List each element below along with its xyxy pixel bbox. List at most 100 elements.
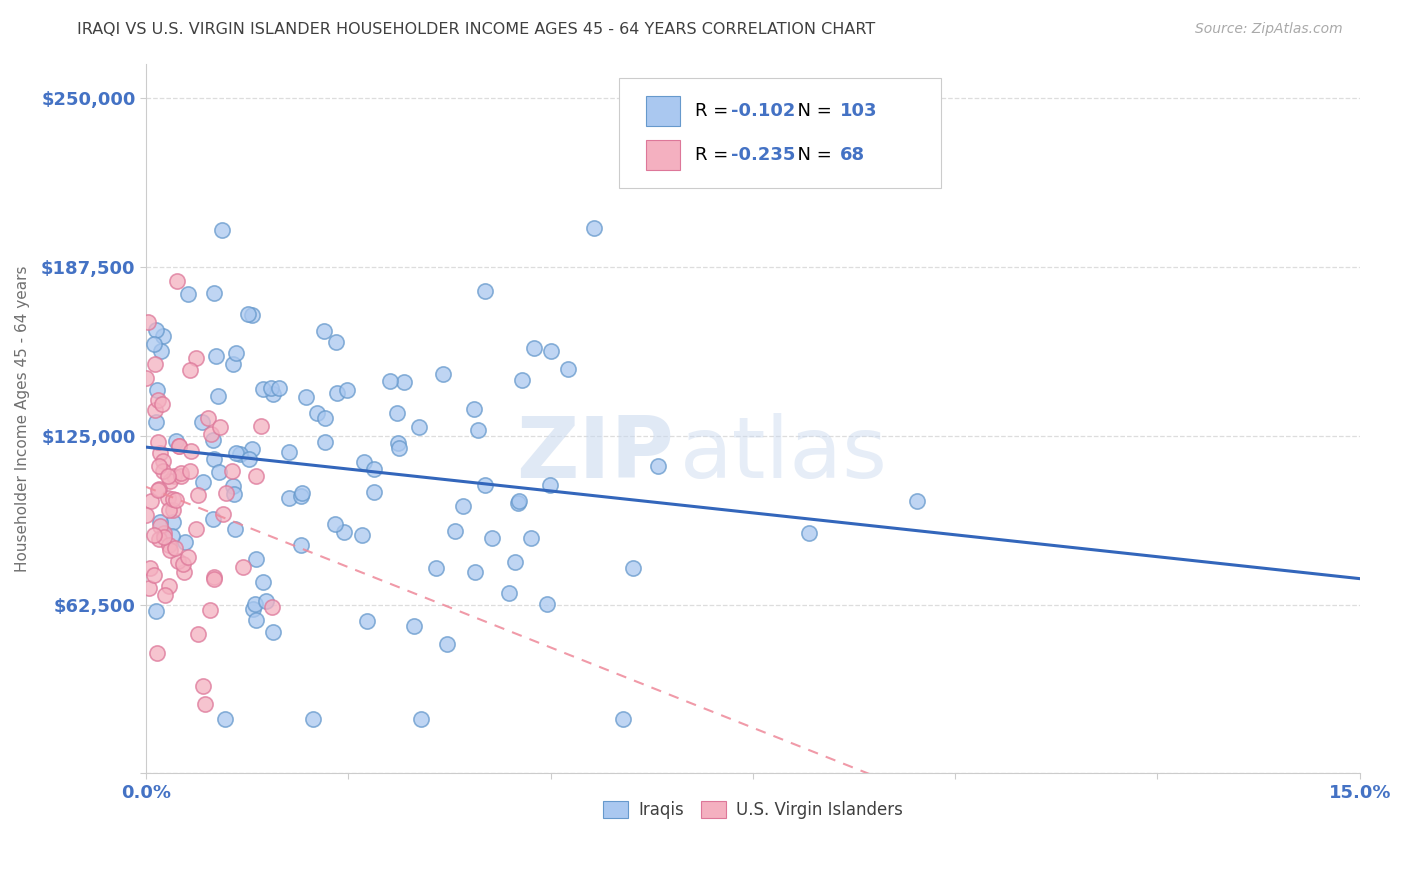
Text: Source: ZipAtlas.com: Source: ZipAtlas.com [1195,22,1343,37]
Point [149,518,172,533]
Point [145,415,167,429]
Point [179,362,201,376]
Point [363,462,385,476]
Point [464,565,486,579]
Point [647,458,669,473]
Point [314,410,336,425]
Point [162,469,184,483]
FancyBboxPatch shape [620,78,941,188]
Point [262,600,284,615]
Point [145,604,167,618]
Point [208,419,231,434]
Point [187,626,209,640]
Point [385,406,408,420]
Y-axis label: Householder Income Ages 45 - 64 years: Householder Income Ages 45 - 64 years [15,266,30,572]
Text: atlas: atlas [681,413,889,496]
Point [538,478,561,492]
Text: IRAQI VS U.S. VIRGIN ISLANDER HOUSEHOLDER INCOME AGES 45 - 64 YEARS CORRELATION : IRAQI VS U.S. VIRGIN ISLANDER HOUSEHOLDE… [77,22,876,37]
Point [180,443,202,458]
Point [295,391,318,405]
Point [136,315,159,329]
Point [172,558,194,572]
Point [200,603,222,617]
Point [211,223,233,237]
Point [207,465,229,479]
Point [159,475,181,489]
Point [278,491,301,505]
Bar [647,140,681,170]
Point [179,465,201,479]
Point [240,442,263,457]
Point [150,397,173,411]
Point [170,466,193,480]
Point [163,541,186,556]
Point [191,679,214,693]
Point [148,532,170,546]
Point [157,538,180,552]
Point [333,524,356,539]
Point [197,410,219,425]
Point [200,426,222,441]
Text: R =: R = [695,146,734,164]
Point [325,334,347,349]
Text: 103: 103 [841,103,877,120]
Point [498,586,520,600]
Point [166,554,188,568]
Point [222,479,245,493]
Point [520,532,543,546]
Point [481,532,503,546]
Point [169,439,191,453]
Point [238,452,260,467]
Point [302,712,325,726]
Point [156,491,179,506]
Point [170,468,193,483]
Point [291,485,314,500]
Point [207,389,229,403]
Point [290,489,312,503]
Point [583,220,606,235]
Point [202,286,225,301]
Point [186,351,208,365]
Point [135,371,157,385]
Text: -0.235: -0.235 [731,146,796,164]
Point [222,487,245,501]
Point [252,575,274,590]
Point [157,469,180,483]
Point [221,464,243,478]
Point [229,447,252,461]
Point [510,373,533,387]
Text: -0.102: -0.102 [731,103,796,120]
Point [184,523,207,537]
Point [145,323,167,337]
Point [474,285,496,299]
Point [215,486,238,500]
Point [254,594,277,608]
Point [148,458,170,473]
Point [262,387,284,401]
Point [236,306,259,320]
Point [612,712,634,726]
Point [212,507,235,521]
Point [508,493,530,508]
Point [143,357,166,371]
Point [152,454,174,468]
Point [153,588,176,602]
Point [474,478,496,492]
Point [162,515,184,529]
Point [378,374,401,388]
Point [222,357,245,371]
Point [157,502,180,516]
Point [388,441,411,455]
Point [165,493,187,508]
Point [214,712,236,726]
Point [202,512,225,526]
Point [145,384,167,398]
Point [307,406,329,420]
Point [169,440,191,454]
Point [243,597,266,611]
Point [152,464,174,478]
Point [425,561,447,575]
Point [249,418,271,433]
Point [240,308,263,322]
Point [148,482,170,496]
